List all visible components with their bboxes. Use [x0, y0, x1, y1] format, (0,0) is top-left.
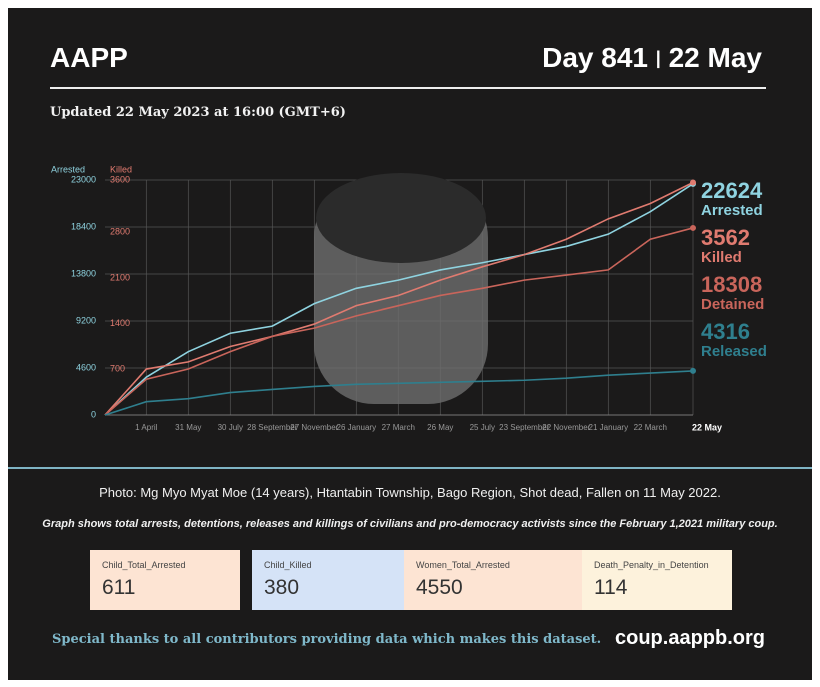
end-value: 22624	[701, 178, 763, 203]
series-line	[104, 227, 694, 416]
y-tick-label: 13800	[71, 268, 96, 278]
description: Graph shows total arrests, detentions, r…	[42, 518, 778, 530]
end-value: 4316	[701, 319, 750, 344]
day: Day 841	[542, 42, 648, 73]
x-tick-label: 22 March	[634, 423, 667, 432]
y2-tick-label: 2100	[110, 272, 130, 282]
y-tick-label: 4600	[76, 362, 96, 372]
y-axis-label: Arrested	[51, 164, 85, 174]
x-tick-label: 26 May	[427, 423, 453, 432]
updated: Updated 22 May 2023 at 16:00 (GMT+6)	[50, 105, 346, 120]
x-tick-label: 27 November	[290, 423, 338, 432]
stat-card: Child_Total_Arrested 611	[90, 550, 240, 610]
end-dot	[690, 367, 696, 374]
card-value: 380	[264, 576, 300, 599]
x-tick-label: 22 May	[692, 422, 722, 432]
url: coup.aappb.org	[615, 627, 765, 649]
x-tick-label: 30 July	[218, 423, 243, 432]
end-dot	[690, 179, 696, 186]
x-tick-label: 1 April	[135, 423, 157, 432]
infographic: AAPP Day 841 | 22 May Updated 22 May 202…	[8, 8, 812, 680]
y2-tick-label: 2800	[110, 227, 130, 237]
series-line	[104, 370, 694, 416]
end-name: Arrested	[701, 202, 763, 219]
title: AAPP	[50, 42, 128, 73]
y-tick-label: 18400	[71, 221, 96, 231]
y-tick-label: 0	[91, 409, 96, 419]
y-tick-label: 23000	[71, 174, 96, 184]
header-rule	[50, 87, 766, 89]
card-label: Death_Penalty_in_Detention	[594, 560, 709, 570]
end-name: Killed	[701, 249, 742, 266]
photo-caption: Photo: Mg Myo Myat Moe (14 years), Htant…	[99, 485, 721, 500]
y2-tick-label: 1400	[110, 318, 130, 328]
x-tick-label: 22 November	[542, 423, 590, 432]
thanks: Special thanks to all contributors provi…	[52, 632, 602, 647]
end-name: Detained	[701, 296, 764, 313]
card-value: 4550	[416, 576, 463, 599]
stat-card: Death_Penalty_in_Detention 114	[582, 550, 732, 610]
separator	[8, 467, 812, 469]
x-tick-label: 31 May	[175, 423, 201, 432]
y2-tick-label: 3600	[110, 174, 130, 184]
chart: Arrested Killed 0 4600 9200 13800 18400 23000 70…	[51, 164, 767, 432]
x-tick-label: 26 January	[337, 423, 377, 432]
y-tick-label: 9200	[76, 315, 96, 325]
card-label: Child_Total_Arrested	[102, 560, 186, 570]
date: 22 May	[668, 42, 762, 73]
x-tick-label: 25 July	[470, 423, 495, 432]
x-tick-label: 21 January	[589, 423, 629, 432]
x-tick-label: 23 September	[499, 423, 550, 432]
end-dot	[690, 224, 696, 231]
stat-card: Women_Total_Arrested 4550	[404, 550, 582, 610]
y2-axis-label: Killed	[110, 164, 132, 174]
card-label: Child_Killed	[264, 560, 312, 570]
card-value: 114	[594, 576, 628, 599]
y2-tick-label: 700	[110, 364, 125, 374]
end-name: Released	[701, 343, 767, 360]
photo	[314, 173, 488, 404]
x-tick-label: 27 March	[382, 423, 415, 432]
stat-card: Child_Killed 380	[252, 550, 404, 610]
end-value: 18308	[701, 272, 762, 297]
x-tick-label: 28 September	[247, 423, 298, 432]
day-date: Day 841 | 22 May	[542, 42, 762, 74]
card-value: 611	[102, 576, 136, 599]
divider: |	[655, 48, 661, 68]
end-value: 3562	[701, 225, 750, 250]
card-label: Women_Total_Arrested	[416, 560, 510, 570]
series-line	[104, 181, 694, 416]
photo-hair	[316, 173, 486, 263]
series-line	[104, 183, 694, 416]
